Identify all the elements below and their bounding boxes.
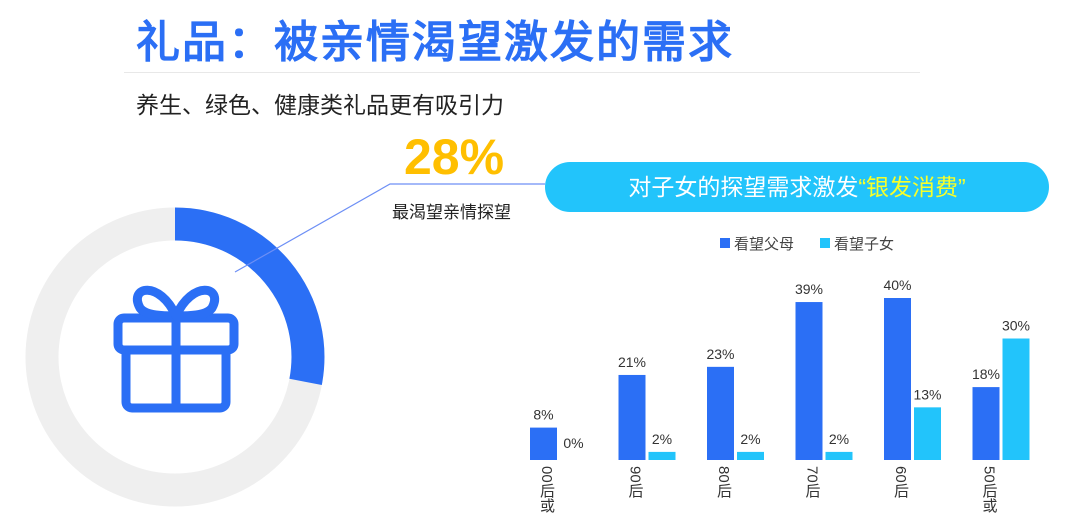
category-label: 70后 (804, 466, 821, 498)
subtitle: 养生、绿色、健康类礼品更有吸引力 (136, 92, 504, 118)
category-label: 90后 (627, 466, 644, 498)
data-label: 23% (706, 346, 734, 362)
data-label: 13% (913, 386, 941, 402)
bar (737, 451, 764, 460)
title-divider (124, 72, 920, 73)
data-label: 2% (829, 431, 849, 447)
category-label: 80后 (715, 466, 732, 498)
callout-line (234, 183, 545, 273)
legend-swatch (820, 238, 830, 248)
data-label: 2% (740, 431, 760, 447)
bar (884, 298, 911, 460)
bar (914, 407, 941, 460)
data-label: 8% (533, 407, 553, 423)
bar (530, 427, 557, 460)
bar (618, 374, 646, 460)
highlight-value: 28% (404, 129, 505, 185)
bar (825, 451, 853, 460)
data-label: 21% (618, 354, 646, 370)
legend-swatch (720, 238, 730, 248)
highlight-label: 最渴望亲情探望 (392, 203, 511, 222)
donut-arc (174, 207, 325, 385)
bar (707, 366, 734, 460)
gift-icon (113, 285, 239, 413)
category-label: 60后 (892, 466, 909, 498)
bar (795, 302, 823, 460)
page-title: 礼品：被亲情渴望激发的需求 (136, 18, 734, 67)
banner-text: 对子女的探望需求激发 (628, 174, 859, 200)
bar (972, 387, 1000, 460)
data-label: 39% (795, 281, 823, 297)
banner-quote: “银发消费” (858, 174, 966, 200)
data-label: 0% (563, 435, 583, 451)
category-label: 50后或 (981, 466, 998, 513)
data-label: 2% (652, 431, 672, 447)
legend-label: 看望父母 (734, 236, 794, 253)
legend-label: 看望子女 (834, 235, 894, 253)
data-label: 18% (972, 366, 1000, 382)
data-label: 30% (1002, 318, 1030, 334)
bar (1002, 338, 1030, 460)
bar (648, 451, 676, 460)
category-label: 00后或 (538, 466, 555, 513)
data-label: 40% (883, 277, 911, 293)
banner: 对子女的探望需求激发“银发消费” (545, 162, 1049, 212)
